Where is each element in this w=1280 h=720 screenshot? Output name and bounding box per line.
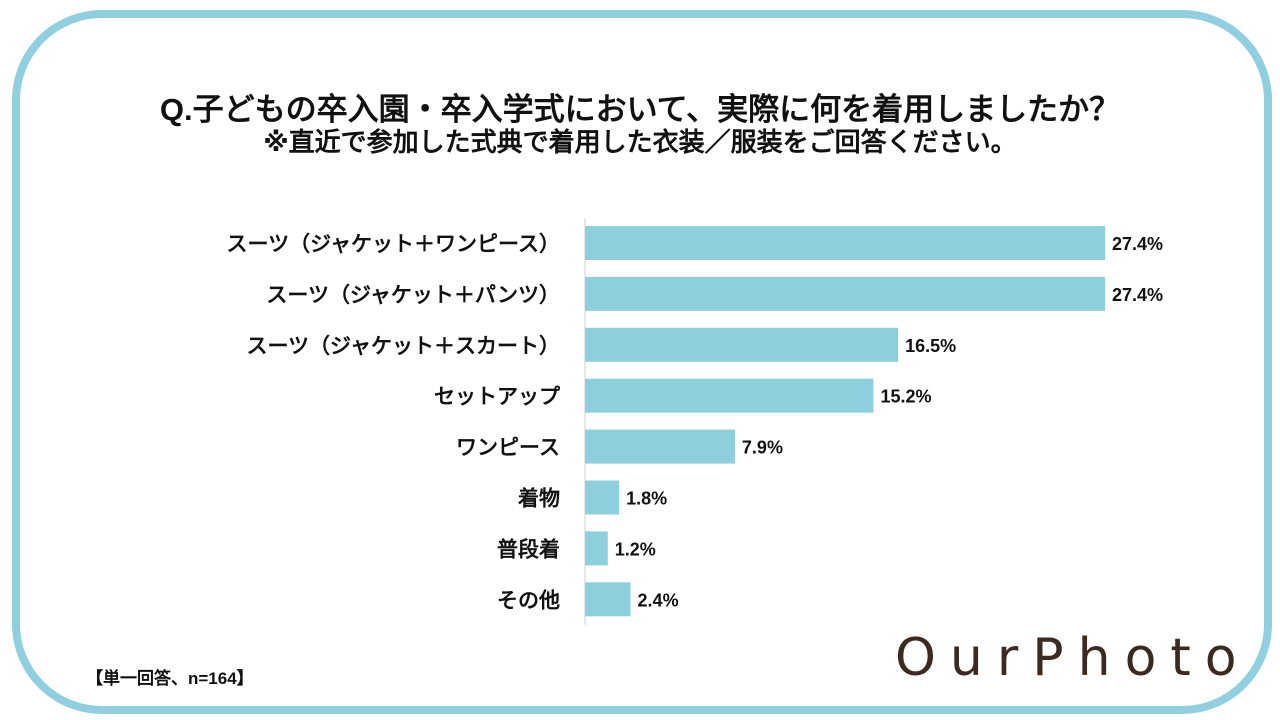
chart-subtitle: ※直近で参加した式典で着用した衣装／服装をご回答ください。 (263, 127, 1017, 157)
data-label: 16.5% (905, 336, 956, 356)
sample-note: 【単一回答、n=164】 (86, 669, 254, 688)
category-label: 着物 (517, 487, 560, 511)
category-label: セットアップ (434, 386, 561, 409)
category-label: ワンピース (456, 437, 560, 460)
data-label: 2.4% (638, 590, 679, 610)
data-label: 1.8% (626, 489, 667, 509)
data-label: 7.9% (742, 438, 783, 458)
data-label: 15.2% (880, 387, 931, 407)
bar (585, 531, 608, 566)
bar (585, 480, 620, 515)
bar (585, 226, 1105, 260)
chart-title: Q.子どもの卒入園・卒入学式において、実際に何を着用しましたか？ (159, 92, 1121, 127)
bar (585, 429, 735, 464)
bar (585, 582, 631, 617)
ourphoto-logo: OurPhoto (895, 628, 1251, 688)
category-label: その他 (497, 589, 560, 612)
category-label: スーツ（ジャケット＋ワンピース） (227, 232, 560, 256)
bar (585, 276, 1105, 311)
data-label: 27.4% (1112, 234, 1163, 254)
category-label: 普段着 (497, 537, 560, 561)
data-label: 1.2% (615, 539, 656, 559)
category-label: スーツ（ジャケット＋パンツ） (266, 283, 560, 307)
category-label: スーツ（ジャケット＋スカート） (246, 334, 560, 358)
rounded-frame (12, 10, 1272, 714)
bar (585, 327, 899, 362)
data-label: 27.4% (1112, 285, 1163, 305)
bar (585, 378, 874, 413)
